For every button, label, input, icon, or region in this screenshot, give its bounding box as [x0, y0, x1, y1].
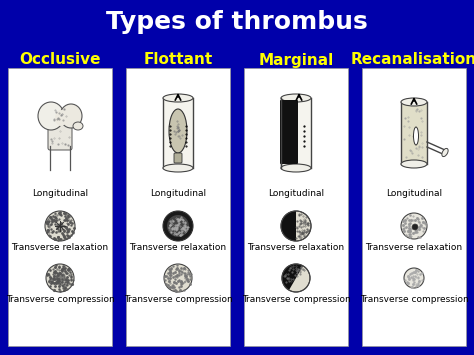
Bar [362, 68, 466, 346]
Ellipse shape [163, 164, 193, 172]
Ellipse shape [401, 98, 427, 106]
Text: Transverse relaxation: Transverse relaxation [11, 244, 109, 252]
Text: Transverse compression: Transverse compression [360, 295, 468, 305]
Text: Marginal: Marginal [258, 53, 334, 67]
Text: Recanalisation: Recanalisation [351, 53, 474, 67]
Text: Transverse compression: Transverse compression [124, 295, 232, 305]
Polygon shape [55, 273, 65, 284]
Text: Longitudinal: Longitudinal [386, 190, 442, 198]
Text: Longitudinal: Longitudinal [150, 190, 206, 198]
Bar [281, 98, 311, 168]
Text: Transverse compression: Transverse compression [6, 295, 114, 305]
Ellipse shape [281, 94, 311, 102]
FancyBboxPatch shape [280, 100, 298, 164]
Circle shape [282, 264, 310, 292]
Ellipse shape [163, 94, 193, 102]
Text: Transverse relaxation: Transverse relaxation [365, 244, 463, 252]
Text: Transverse relaxation: Transverse relaxation [129, 244, 227, 252]
Ellipse shape [56, 224, 64, 229]
Text: Transverse compression: Transverse compression [242, 295, 350, 305]
Text: Occlusive: Occlusive [19, 53, 101, 67]
Bar [244, 68, 348, 346]
Circle shape [45, 211, 75, 241]
Text: Longitudinal: Longitudinal [32, 190, 88, 198]
Wedge shape [281, 211, 296, 241]
FancyBboxPatch shape [48, 124, 72, 150]
Ellipse shape [55, 110, 67, 126]
Text: Longitudinal: Longitudinal [268, 190, 324, 198]
Ellipse shape [442, 148, 448, 157]
Bar [401, 102, 427, 164]
Circle shape [164, 264, 192, 292]
Wedge shape [282, 264, 303, 290]
Text: Flottant: Flottant [143, 53, 213, 67]
Bar [126, 68, 230, 346]
Circle shape [412, 224, 418, 230]
Bar [163, 98, 193, 168]
Ellipse shape [413, 127, 419, 145]
Ellipse shape [401, 160, 427, 168]
Text: Transverse relaxation: Transverse relaxation [247, 244, 345, 252]
Ellipse shape [281, 164, 311, 172]
Circle shape [46, 264, 74, 292]
Ellipse shape [60, 104, 82, 128]
Circle shape [401, 213, 427, 239]
Ellipse shape [73, 122, 83, 130]
Circle shape [167, 215, 189, 237]
Circle shape [163, 211, 193, 241]
FancyBboxPatch shape [174, 153, 182, 163]
Circle shape [281, 211, 311, 241]
Ellipse shape [169, 109, 187, 153]
Ellipse shape [38, 102, 64, 130]
Text: Types of thrombus: Types of thrombus [106, 10, 368, 34]
Bar [8, 68, 112, 346]
Circle shape [404, 268, 424, 288]
